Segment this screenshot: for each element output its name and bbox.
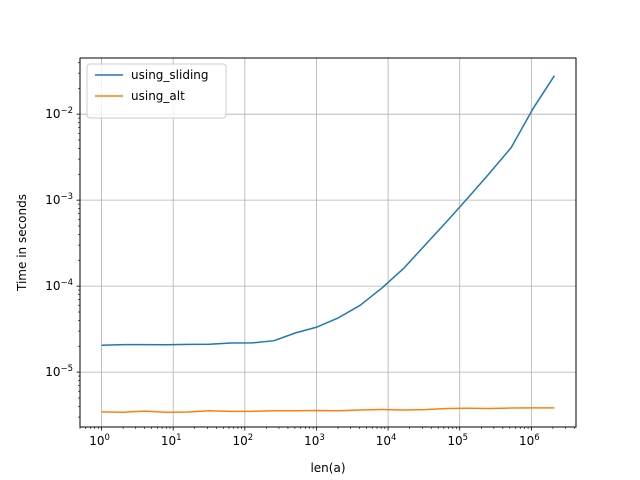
plot-frame xyxy=(79,57,577,428)
series-line-using_alt xyxy=(101,407,555,413)
series-line-using_sliding xyxy=(101,75,556,347)
legend-label-using_alt: using_alt xyxy=(131,89,185,103)
legend: using_sliding using_alt xyxy=(86,63,227,119)
legend-box xyxy=(86,63,227,119)
series-layer xyxy=(101,75,556,413)
legend-label-using_sliding: using_sliding xyxy=(131,68,209,82)
y-axis-label: Time in seconds xyxy=(15,194,29,292)
grid xyxy=(80,58,576,427)
x-axis-label: len(a) xyxy=(310,461,345,475)
